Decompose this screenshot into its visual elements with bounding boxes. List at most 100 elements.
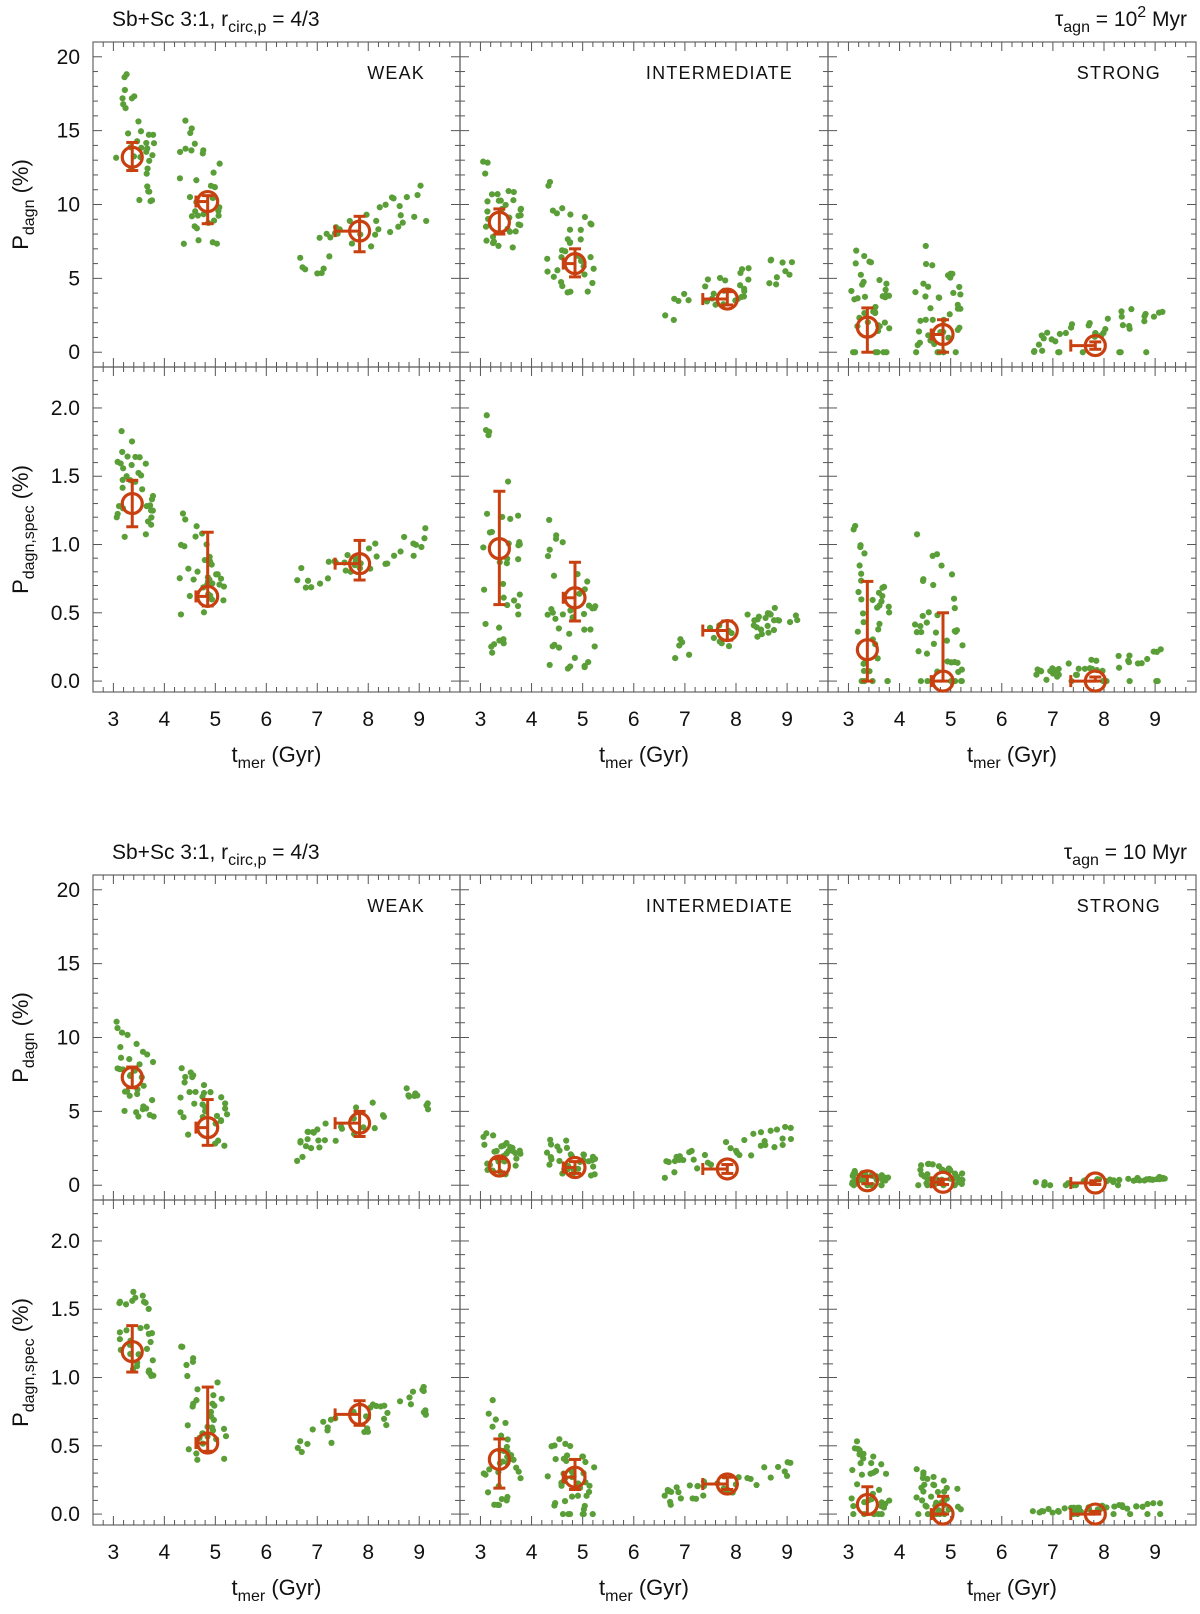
scatter-point — [304, 1136, 311, 1143]
scatter-point — [503, 560, 510, 567]
scatter-point — [142, 531, 149, 538]
scatter-point — [1055, 665, 1062, 673]
x-tick-label: 4 — [894, 1541, 906, 1564]
scatter-point — [957, 291, 964, 298]
scatter-point — [115, 503, 123, 510]
scatter-point — [672, 655, 679, 662]
scatter-point — [755, 613, 763, 620]
scatter-point — [500, 594, 507, 601]
scatter-point — [1150, 1500, 1157, 1507]
scatter-point — [139, 1048, 147, 1055]
scatter-point — [396, 1398, 404, 1405]
scatter-point — [576, 590, 583, 597]
scatter-point — [199, 150, 206, 157]
scatter-point — [119, 95, 126, 102]
scatter-point — [1049, 670, 1057, 677]
scatter-point — [589, 1510, 596, 1518]
scatter-point — [662, 312, 669, 319]
scatter-point — [1158, 1174, 1165, 1182]
scatter-point — [919, 577, 927, 585]
y-tick-label: 0.0 — [51, 670, 80, 693]
scatter-point — [207, 1089, 214, 1096]
scatter-point — [1157, 1510, 1164, 1518]
scatter-point — [913, 1494, 920, 1501]
scatter-point — [495, 242, 502, 250]
panel-1-top-0: WEAK — [92, 874, 461, 1201]
scatter-point — [119, 448, 126, 456]
scatter-point — [872, 1467, 880, 1475]
scatter-point — [308, 584, 315, 591]
scatter-point — [917, 677, 925, 685]
panel-0-bottom-1: 3 4 5 6 7 8 9 tmer (Gyr) — [459, 366, 829, 772]
scatter-point — [556, 1157, 563, 1165]
scatter-point — [482, 620, 489, 628]
scatter-point — [590, 1163, 597, 1170]
scatter-point — [561, 1498, 569, 1505]
x-tick-label: 3 — [843, 708, 855, 731]
scatter-point — [369, 1099, 376, 1106]
scatter-point — [509, 244, 516, 251]
scatter-point — [1150, 648, 1157, 655]
scatter-point — [509, 1144, 516, 1151]
scatter-point — [409, 1388, 417, 1395]
x-axis-label: tmer (Gyr) — [232, 742, 322, 772]
scatter-point — [327, 1416, 335, 1423]
scatter-point — [223, 1111, 231, 1118]
mean-marker — [855, 315, 879, 339]
scatter-point — [585, 658, 592, 666]
scatter-point — [914, 341, 921, 349]
scatter-point — [496, 624, 503, 631]
scatter-point — [324, 1424, 331, 1431]
scatter-point — [380, 1113, 388, 1120]
scatter-point — [367, 243, 375, 250]
scatter-point — [324, 575, 332, 582]
scatter-point — [515, 611, 522, 618]
scatter-point — [911, 621, 919, 628]
scatter-point — [870, 1453, 877, 1460]
scatter-point — [133, 1363, 141, 1370]
block-header-right: τagn = 102 Myr — [1055, 4, 1187, 36]
scatter-point — [488, 643, 495, 650]
scatter-point — [145, 1368, 152, 1376]
x-tick-label: 6 — [628, 1541, 640, 1564]
regime-label: WEAK — [367, 896, 425, 916]
scatter-point — [399, 219, 406, 226]
scatter-point — [211, 184, 218, 191]
scatter-point — [382, 201, 389, 208]
scatter-point — [938, 562, 945, 569]
scatter-point — [176, 575, 183, 582]
mean-marker — [347, 1402, 372, 1426]
scatter-point — [747, 1475, 754, 1483]
scatter-point — [1118, 308, 1125, 315]
scatter-point — [410, 552, 417, 559]
scatter-point — [121, 86, 128, 94]
scatter-point — [544, 552, 552, 560]
scatter-point — [741, 1136, 748, 1144]
scatter-point — [177, 1109, 184, 1116]
scatter-point — [1035, 341, 1043, 348]
scatter-point — [850, 1502, 857, 1510]
scatter-point — [481, 1141, 488, 1148]
scatter-point — [137, 128, 145, 135]
scatter-point — [702, 283, 709, 290]
scatter-point — [375, 226, 382, 233]
scatter-point — [484, 198, 491, 205]
scatter-point — [551, 1442, 558, 1449]
scatter-point — [297, 1137, 304, 1145]
scatter-point — [690, 1156, 697, 1163]
scatter-point — [372, 540, 379, 547]
scatter-point — [686, 1482, 693, 1489]
mean-marker — [196, 189, 220, 214]
x-tick-label: 8 — [362, 1541, 374, 1564]
scatter-point — [195, 237, 202, 244]
scatter-point — [694, 1483, 701, 1490]
scatter-point — [880, 349, 887, 356]
scatter-point — [753, 1481, 760, 1489]
scatter-point — [748, 1152, 755, 1159]
panel-0-bottom-0: 3 4 5 6 7 8 9 tmer (Gyr) — [92, 366, 461, 772]
scatter-point — [190, 1072, 197, 1079]
scatter-point — [199, 1101, 206, 1108]
scatter-point — [564, 236, 571, 243]
scatter-point — [147, 1338, 154, 1346]
scatter-point — [1061, 1505, 1068, 1512]
